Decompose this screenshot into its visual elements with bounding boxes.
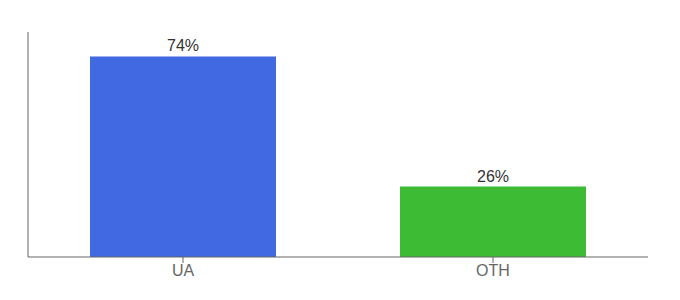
svg-text:74%: 74% bbox=[167, 37, 199, 54]
svg-text:26%: 26% bbox=[477, 168, 509, 185]
svg-text:OTH: OTH bbox=[476, 262, 510, 279]
svg-text:UA: UA bbox=[172, 262, 195, 279]
